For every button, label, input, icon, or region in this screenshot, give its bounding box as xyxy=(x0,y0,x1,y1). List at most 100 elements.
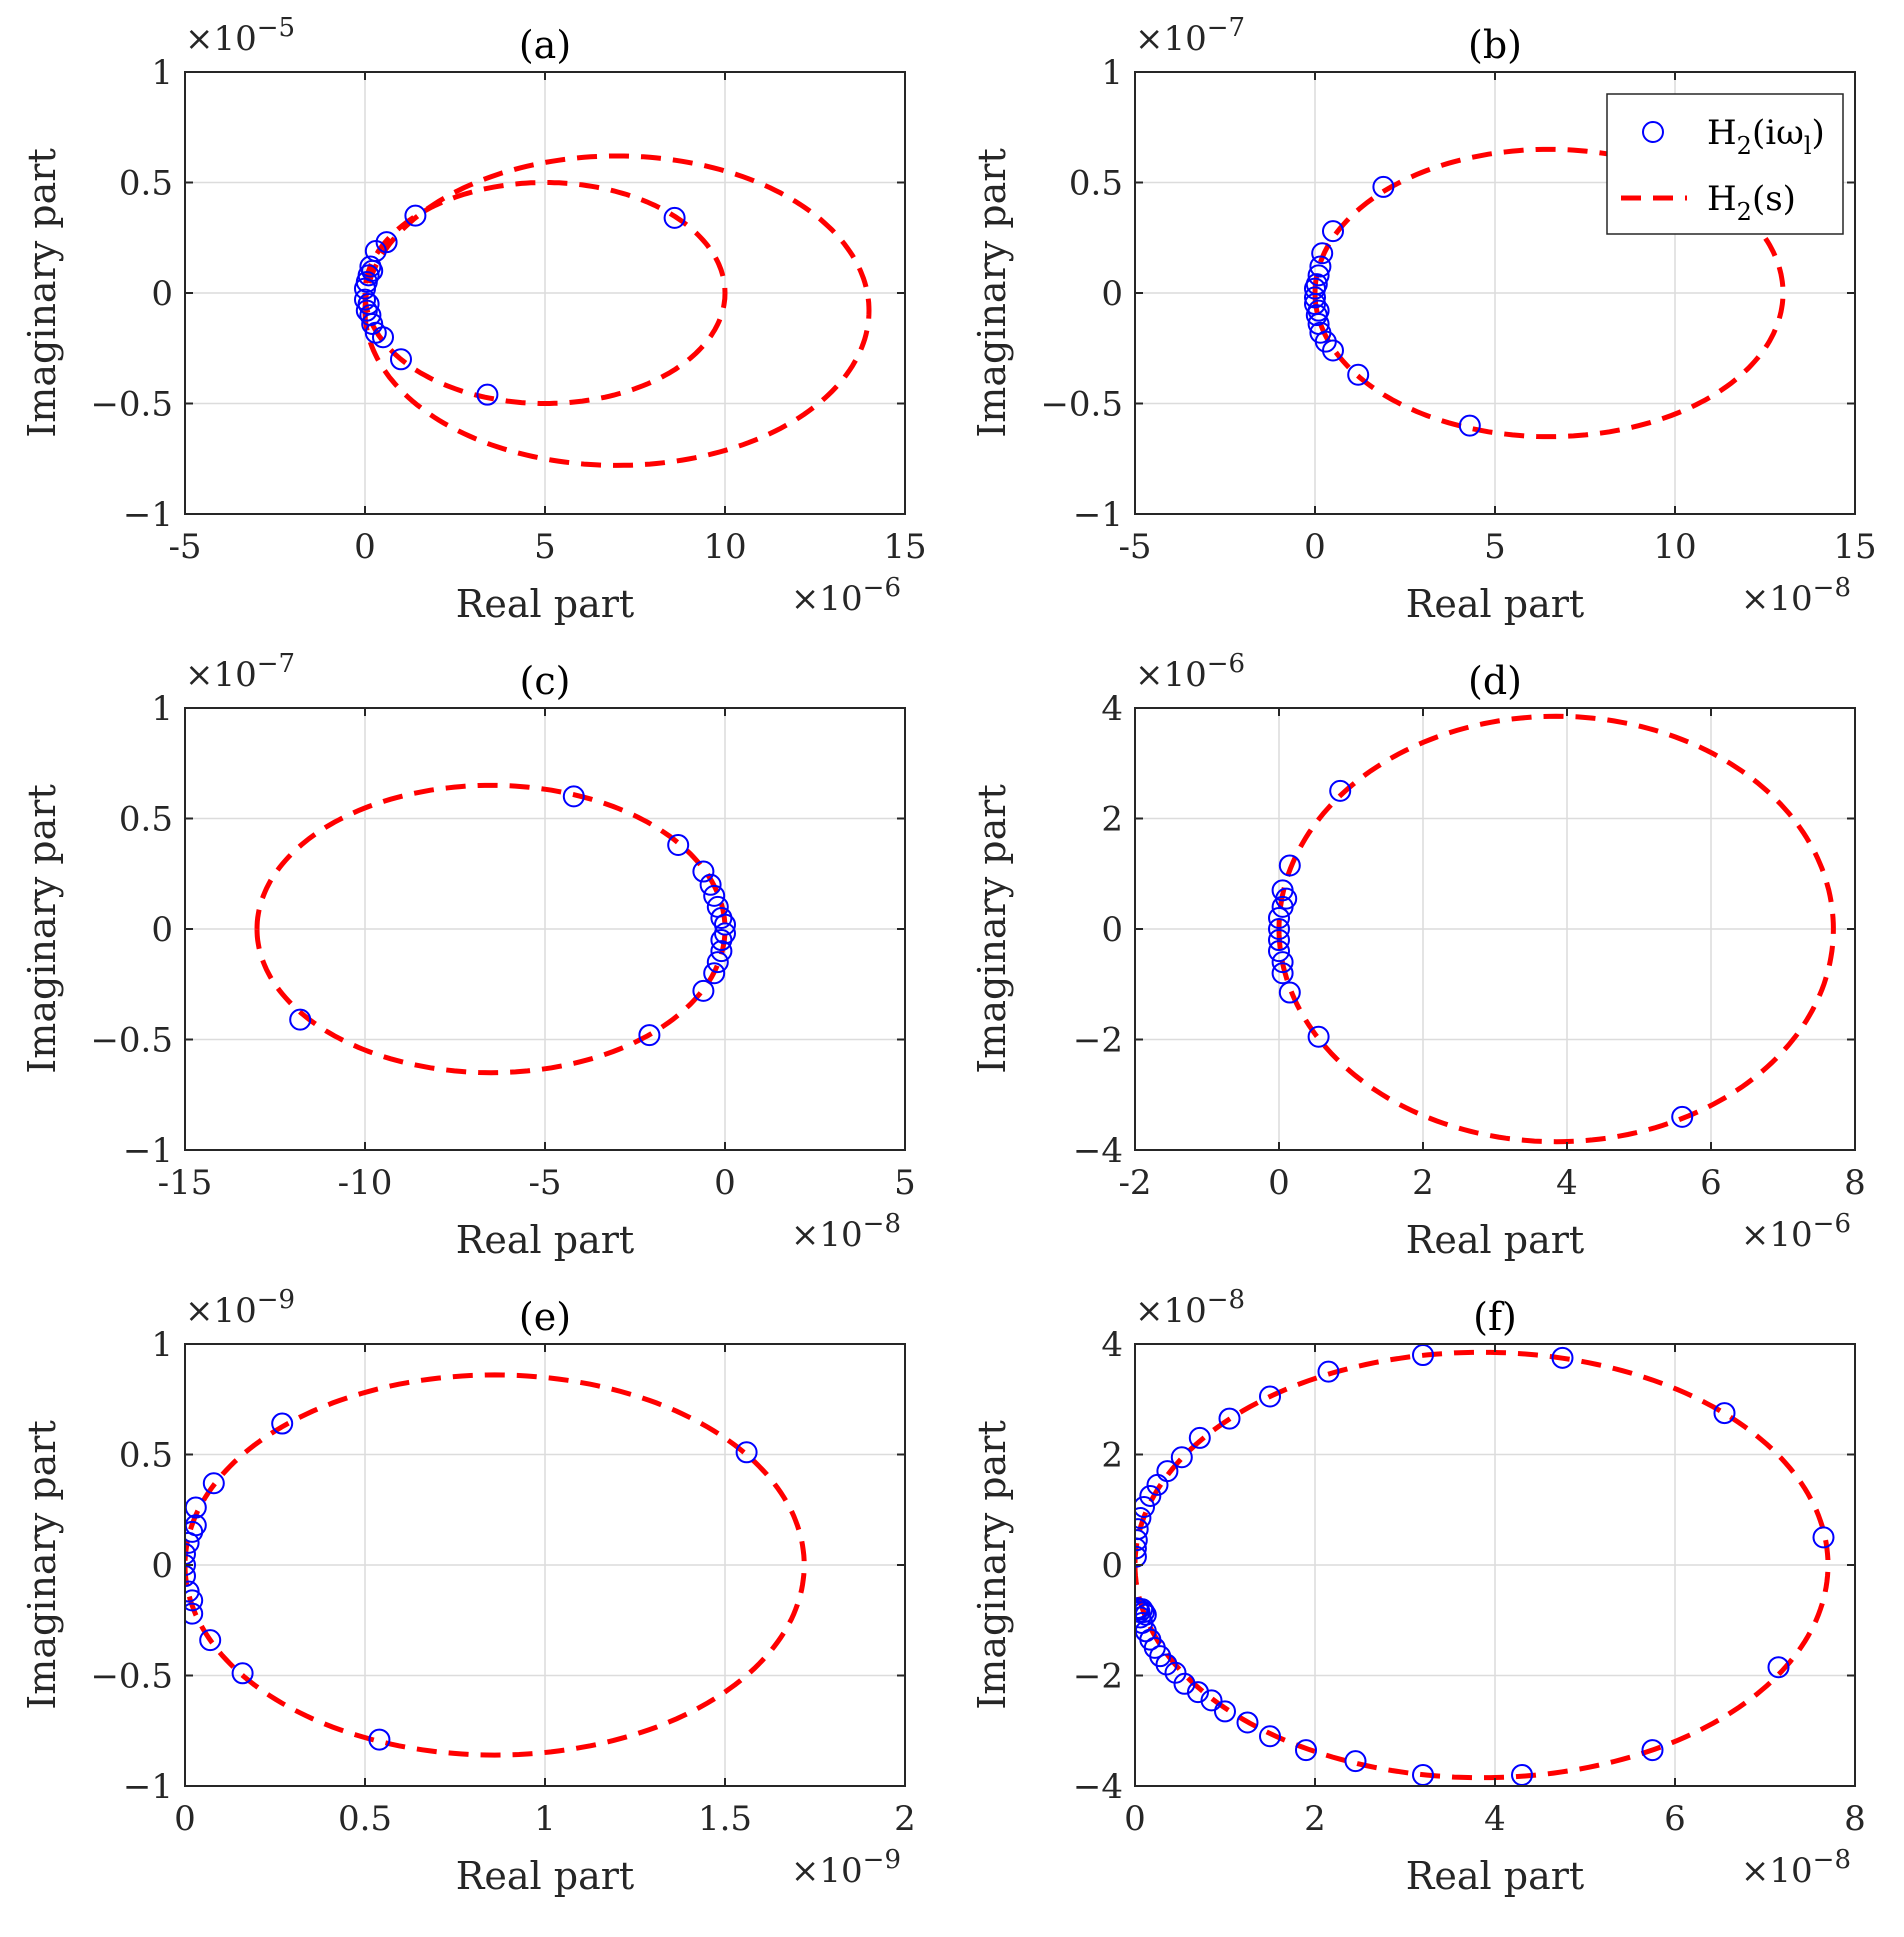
data-point xyxy=(271,1412,294,1435)
x-exponent: ×10−8 xyxy=(1741,573,1851,619)
y-tick-label: −2 xyxy=(1073,1657,1123,1697)
x-exponent: ×10−6 xyxy=(1741,1209,1851,1255)
subplot-e: 0 0.5 1 1.5 2 −1 −0.5 0 0.5 1 (e) Real part Imaginar… xyxy=(20,1285,916,1898)
data-point xyxy=(1139,1484,1162,1507)
sample-points xyxy=(1304,175,1481,437)
data-point xyxy=(1314,330,1337,353)
y-tick-label: 1 xyxy=(151,1325,173,1365)
y-tick-label: 0.5 xyxy=(1069,164,1123,204)
data-point xyxy=(1271,962,1294,985)
y-tick-label: −1 xyxy=(123,1131,173,1171)
y-tick-label: 4 xyxy=(1101,1325,1123,1365)
data-point xyxy=(354,288,376,311)
y-tick-label: 0.5 xyxy=(119,1436,173,1476)
data-point xyxy=(1641,1739,1664,1762)
data-point xyxy=(699,873,722,896)
x-tick-label: 15 xyxy=(883,527,926,567)
x-tick-label: 0.5 xyxy=(338,1799,392,1839)
y-tick-label: −0.5 xyxy=(90,1657,173,1697)
subplot-title: (c) xyxy=(520,659,571,703)
data-point xyxy=(1259,1725,1281,1748)
data-point xyxy=(703,962,726,985)
data-point xyxy=(1551,1346,1574,1369)
data-point xyxy=(735,1441,758,1464)
data-point xyxy=(1347,363,1370,386)
x-tick-label: 4 xyxy=(1484,1799,1506,1839)
data-point xyxy=(368,1728,391,1751)
x-exponent: ×10−9 xyxy=(791,1845,901,1891)
x-tick-label: 2 xyxy=(894,1799,916,1839)
data-point xyxy=(1412,1344,1434,1367)
data-point xyxy=(663,206,686,229)
subplot-title: (e) xyxy=(519,1295,571,1339)
data-point xyxy=(361,312,384,335)
x-tick-label: -15 xyxy=(158,1163,213,1203)
x-axis-label: Real part xyxy=(456,582,634,626)
data-point xyxy=(185,1542,196,1565)
y-tick-label: −0.5 xyxy=(1040,385,1123,425)
y-tick-label: −4 xyxy=(1073,1131,1123,1171)
grid-lines xyxy=(1135,1344,1855,1786)
dashed-curve-h2s xyxy=(362,153,872,468)
subplot-grid: -5 0 5 10 15−1−0.500.51(a)Real partImaginary… xyxy=(20,13,1877,1898)
data-point xyxy=(185,1554,196,1576)
y-tick-label: −4 xyxy=(1073,1767,1123,1807)
data-point xyxy=(714,913,736,936)
data-point xyxy=(562,785,585,808)
data-point xyxy=(1135,1598,1154,1621)
data-point xyxy=(1271,951,1294,974)
x-tick-label: 10 xyxy=(1653,527,1696,567)
y-tick-label: 0 xyxy=(1101,1546,1123,1586)
y-exponent: ×10−7 xyxy=(185,649,295,695)
data-point xyxy=(1344,1750,1367,1773)
x-tick-label: 15 xyxy=(1833,527,1876,567)
y-tick-label: 1 xyxy=(151,689,173,729)
data-point xyxy=(1309,255,1332,278)
data-point xyxy=(404,204,427,227)
y-tick-label: −1 xyxy=(123,1767,173,1807)
y-tick-label: 0 xyxy=(151,1546,173,1586)
x-tick-label: 0 xyxy=(714,1163,736,1203)
data-point xyxy=(1259,1385,1281,1408)
data-point xyxy=(667,834,690,857)
data-point xyxy=(199,1629,222,1652)
x-tick-label: -5 xyxy=(1118,527,1151,567)
y-axis-label: Imaginary part xyxy=(20,148,64,437)
data-point xyxy=(1268,929,1290,952)
y-tick-label: 0 xyxy=(151,910,173,950)
data-point xyxy=(1268,918,1290,940)
data-point xyxy=(692,860,715,883)
data-point xyxy=(1268,940,1290,963)
data-point xyxy=(1278,854,1301,877)
data-point xyxy=(1412,1763,1434,1786)
x-tick-label: 2 xyxy=(1304,1799,1326,1839)
y-axis-label: Imaginary part xyxy=(970,1420,1014,1709)
y-axis-label: Imaginary part xyxy=(20,1420,64,1709)
data-point xyxy=(1278,981,1301,1004)
y-exponent: ×10−9 xyxy=(185,1285,295,1331)
data-point xyxy=(1329,779,1352,802)
data-point xyxy=(231,1662,254,1685)
dashed-curve-h2s xyxy=(1276,713,1836,1145)
data-point xyxy=(1713,1402,1736,1425)
sample-points xyxy=(185,1412,758,1751)
x-tick-label: 0 xyxy=(174,1799,196,1839)
y-axis-label: Imaginary part xyxy=(970,148,1014,437)
data-point xyxy=(1458,414,1481,437)
y-tick-label: 0 xyxy=(1101,274,1123,314)
data-point xyxy=(1317,1360,1340,1383)
x-tick-label: 0 xyxy=(1304,527,1326,567)
data-point xyxy=(1187,1681,1209,1704)
data-point xyxy=(1170,1446,1193,1469)
x-axis-label: Real part xyxy=(456,1854,634,1898)
grid-lines xyxy=(1135,708,1855,1150)
data-point xyxy=(1135,1600,1155,1623)
data-point xyxy=(1135,1529,1148,1552)
data-point xyxy=(359,255,382,278)
data-point xyxy=(1188,1426,1211,1449)
y-tick-label: 1 xyxy=(1101,53,1123,93)
data-point xyxy=(355,270,378,293)
x-exponent: ×10−8 xyxy=(791,1209,901,1255)
subplot-c: -15 -10 -5 0 5 −1 −0.5 0 0.5 1 (c) Real part Imagina… xyxy=(20,649,916,1262)
x-tick-label: 10 xyxy=(703,527,746,567)
